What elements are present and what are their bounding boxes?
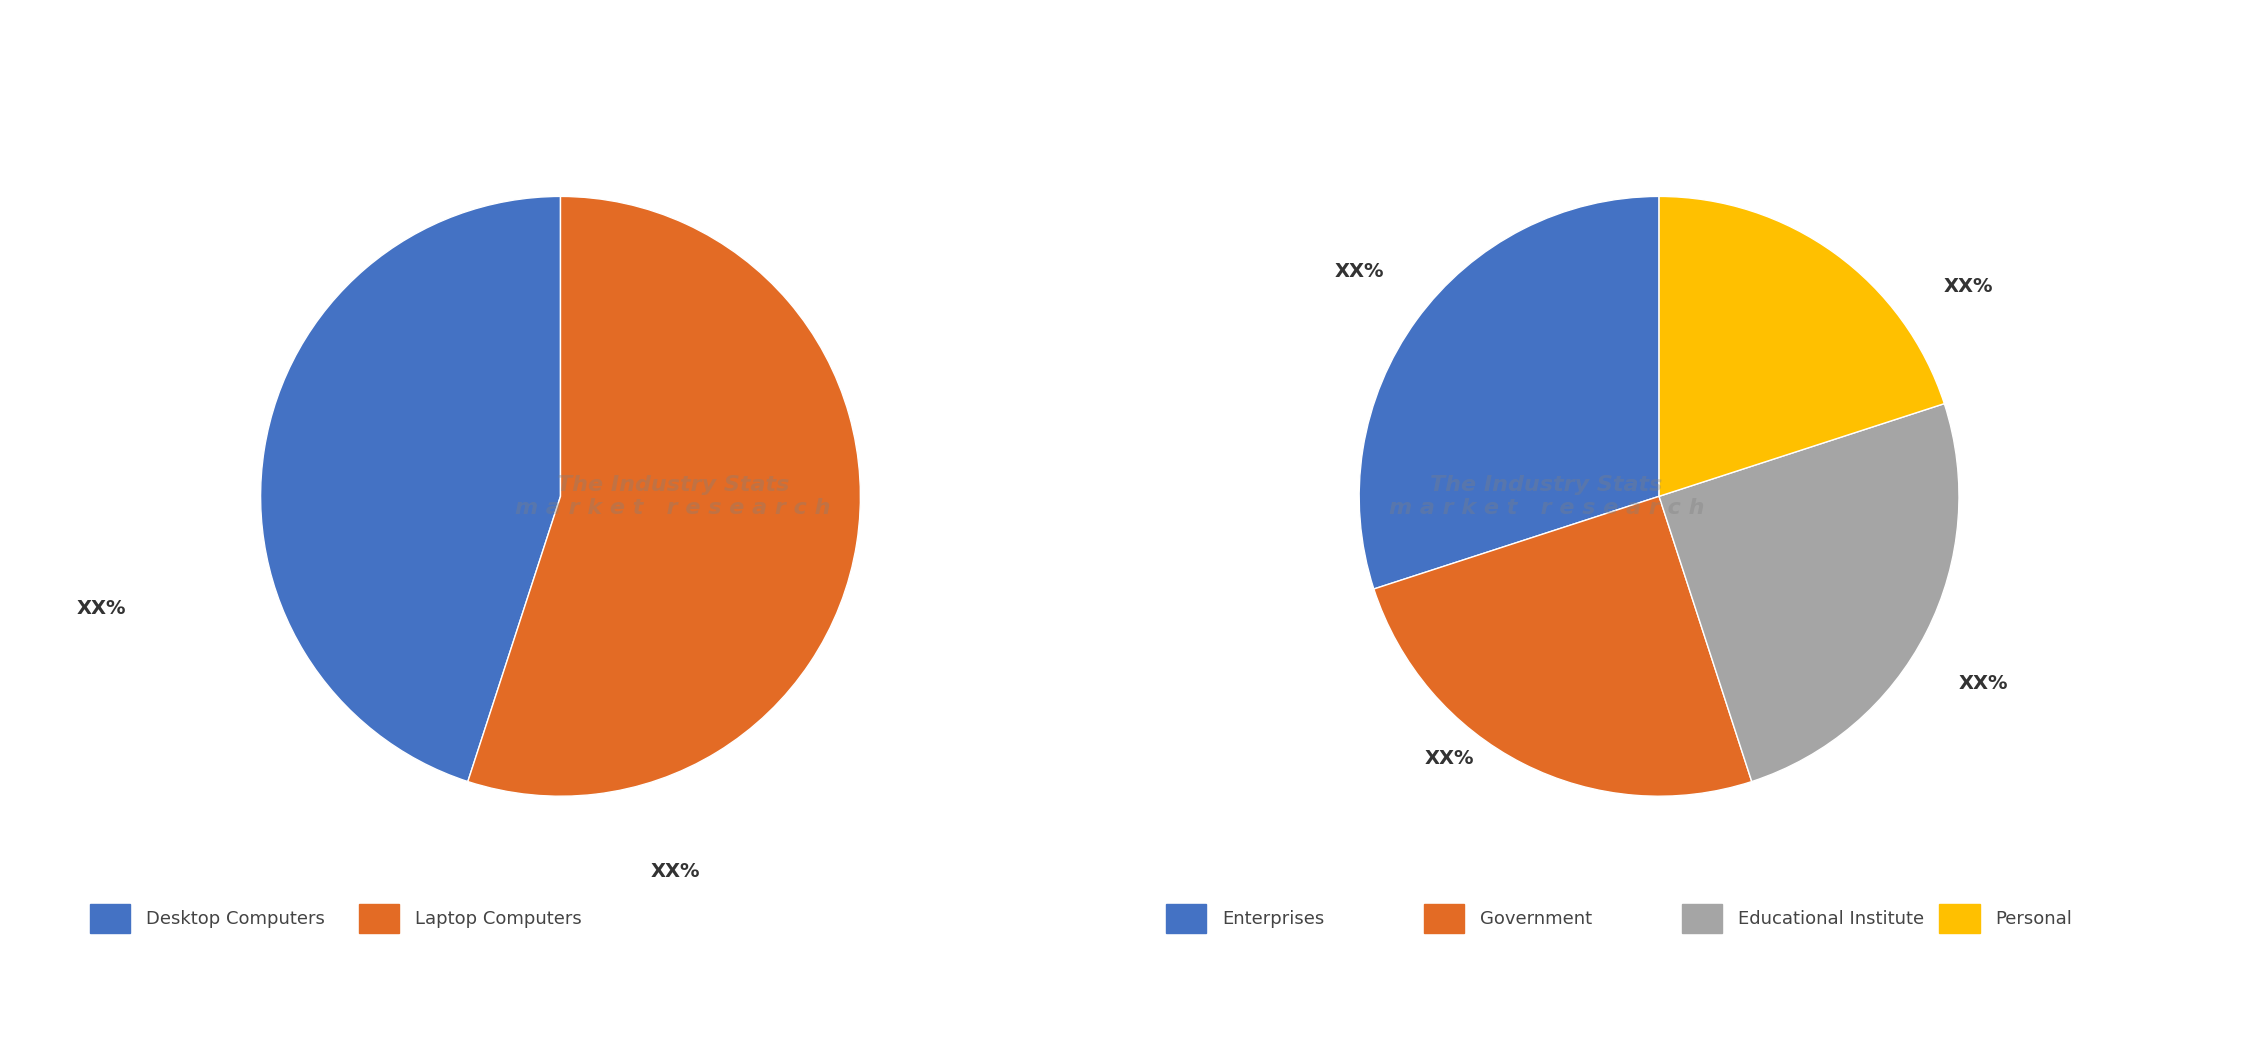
Wedge shape: [469, 196, 861, 796]
Bar: [1682, 904, 1722, 934]
Text: Source: Theindustrystats Analysis: Source: Theindustrystats Analysis: [22, 1012, 368, 1030]
Text: XX%: XX%: [650, 862, 700, 881]
Wedge shape: [1659, 403, 1960, 781]
Bar: [90, 904, 130, 934]
Text: The Industry Stats
m a r k e t   r e s e a r c h: The Industry Stats m a r k e t r e s e a…: [1388, 475, 1704, 517]
Text: Laptop Computers: Laptop Computers: [415, 909, 581, 928]
Wedge shape: [1359, 196, 1659, 589]
Text: Personal: Personal: [1995, 909, 2072, 928]
Wedge shape: [260, 196, 560, 781]
Text: Email: sales@theindustrystats.com: Email: sales@theindustrystats.com: [944, 1012, 1298, 1030]
Text: Enterprises: Enterprises: [1222, 909, 1325, 928]
Bar: [359, 904, 399, 934]
Bar: [1939, 904, 1980, 934]
Text: XX%: XX%: [1960, 675, 2009, 693]
Text: Fig. Global Refurbished Computers Market Share by Product Types & Application: Fig. Global Refurbished Computers Market…: [34, 40, 1177, 64]
Text: Desktop Computers: Desktop Computers: [146, 909, 325, 928]
Text: Government: Government: [1480, 909, 1592, 928]
Bar: [1424, 904, 1464, 934]
Wedge shape: [1374, 496, 1751, 796]
Text: XX%: XX%: [1944, 277, 1993, 296]
Text: XX%: XX%: [76, 600, 126, 618]
Text: Website: www.theindustrystats.com: Website: www.theindustrystats.com: [1852, 1012, 2220, 1030]
Text: XX%: XX%: [1424, 750, 1473, 768]
Text: The Industry Stats
m a r k e t   r e s e a r c h: The Industry Stats m a r k e t r e s e a…: [516, 475, 832, 517]
Text: XX%: XX%: [1334, 262, 1383, 281]
Text: Educational Institute: Educational Institute: [1738, 909, 1924, 928]
Wedge shape: [1659, 196, 1944, 496]
Bar: [1166, 904, 1206, 934]
